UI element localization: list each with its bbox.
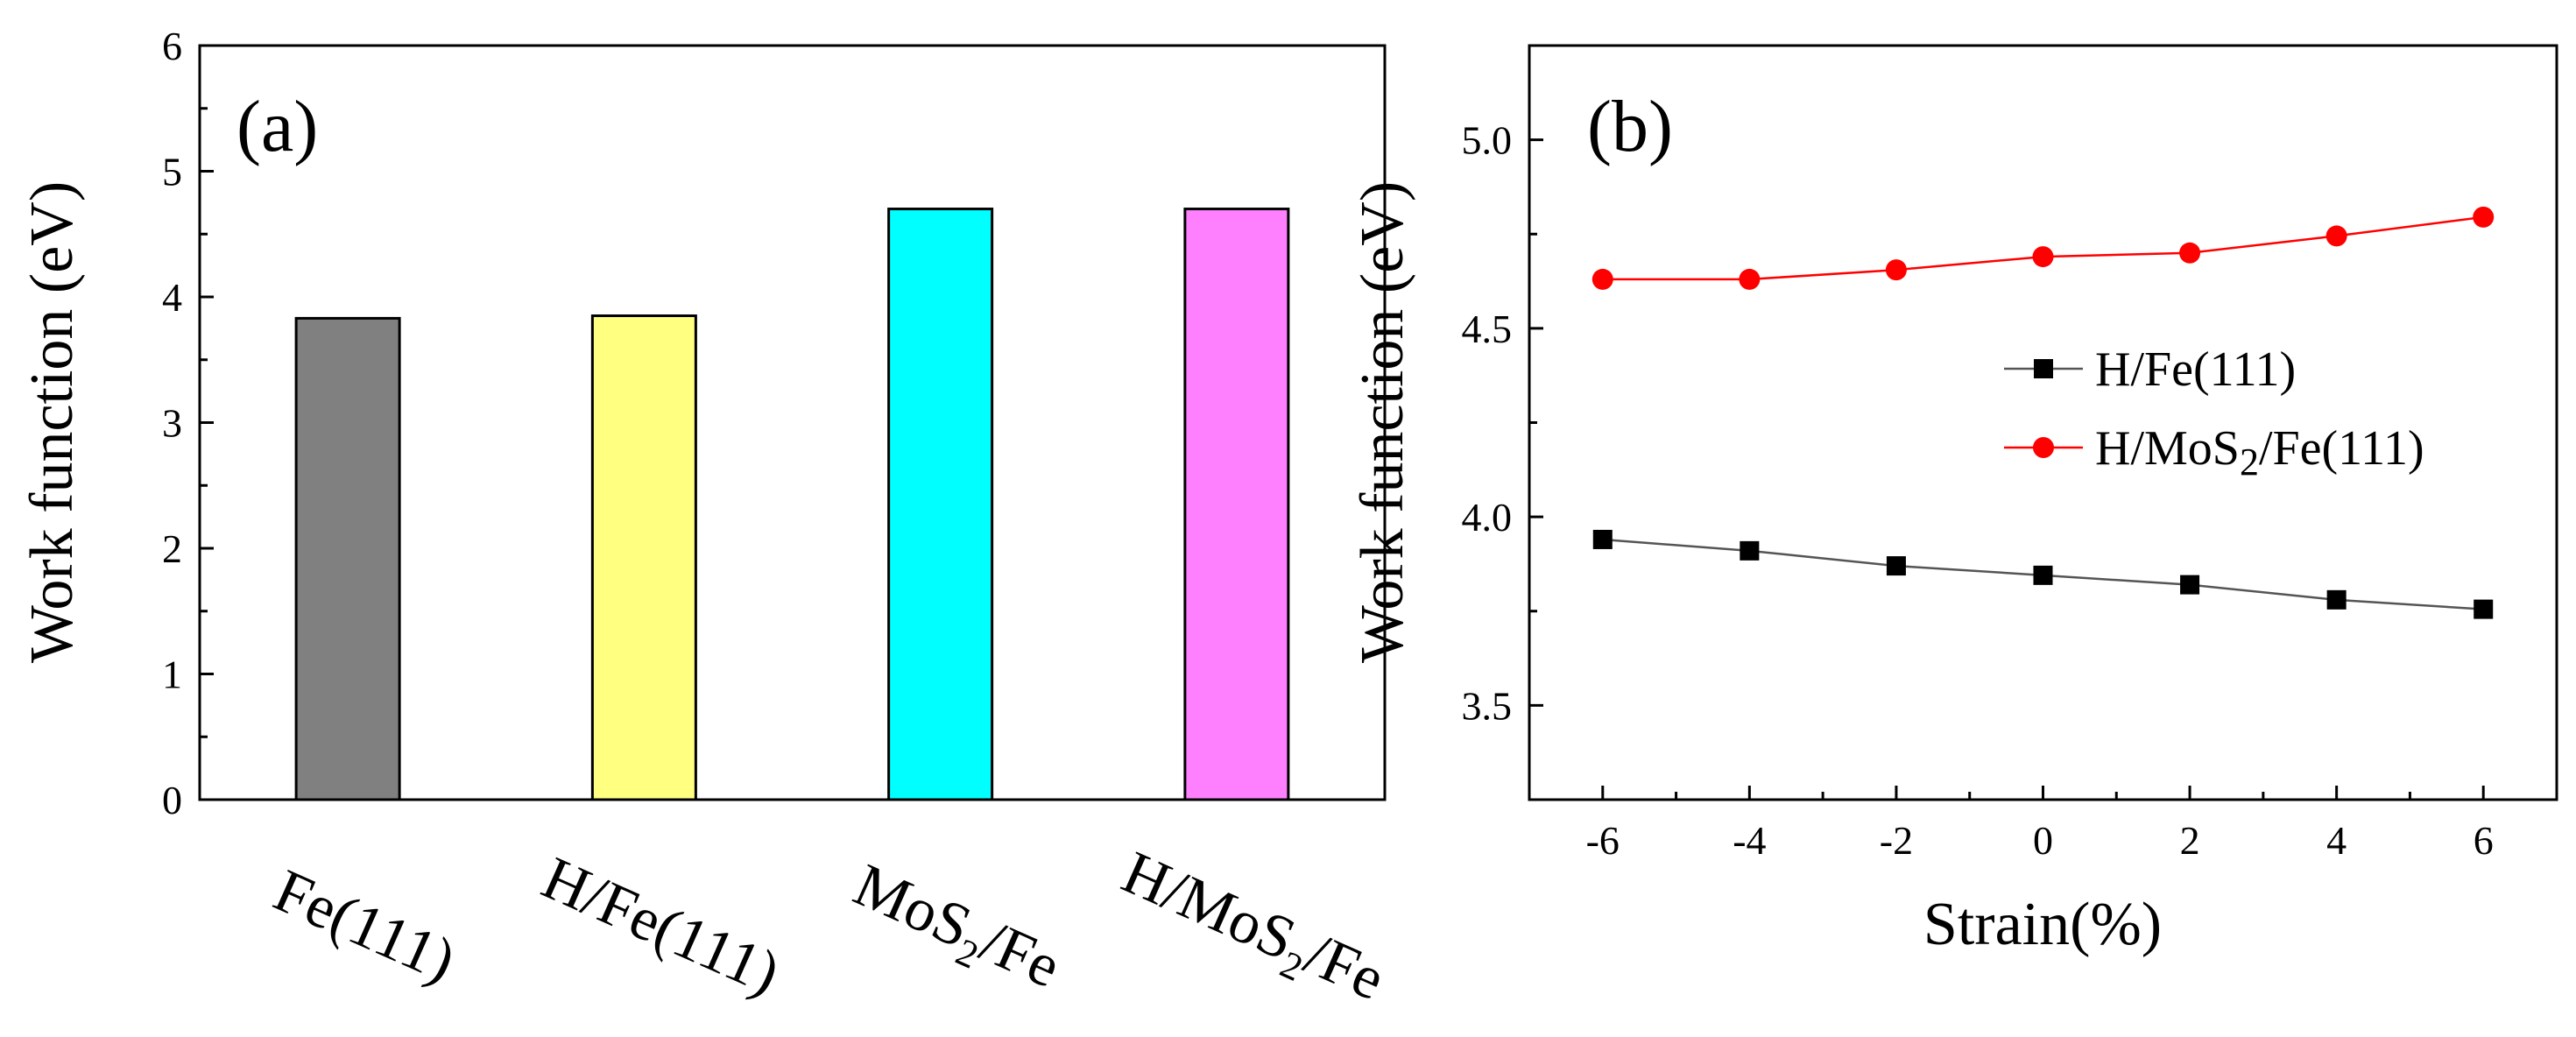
panel-a-category-label: H/MoS2/Fe [1109, 839, 1394, 1022]
bar [1183, 208, 1290, 801]
panel-b-x-tick-label: 6 [2474, 818, 2494, 863]
panel-a-y-tick-label: 0 [162, 778, 182, 822]
data-point [2326, 589, 2347, 610]
data-point [2325, 225, 2347, 247]
panel-a-category-label: H/Fe(111) [533, 844, 789, 1008]
data-point [2179, 242, 2201, 264]
panel-a-y-tick-label: 2 [162, 526, 182, 571]
legend-label: H/MoS2/Fe(111) [2095, 421, 2424, 483]
panel-b-x-tick-label: 0 [2033, 818, 2053, 863]
panel-b-x-tick-label: 2 [2180, 818, 2200, 863]
panel-b-y-tick-label: 4.0 [1462, 495, 1513, 540]
panel-b-x-axis-label: Strain(%) [1923, 891, 2162, 958]
data-point [1886, 556, 1906, 576]
panel-a-y-tick-label: 1 [162, 653, 182, 697]
panel-a-label: (a) [236, 86, 318, 167]
panel-b-x-tick-label: -6 [1586, 818, 1620, 863]
data-point [1739, 268, 1761, 290]
panel-a-y-axis-label: Work function (eV) [18, 181, 86, 663]
data-point [1592, 529, 1613, 549]
legend-marker [2034, 359, 2053, 378]
panel-b-y-tick-label: 3.5 [1462, 683, 1513, 728]
bar [294, 316, 401, 801]
panel-a-bar-chart: 0 1 2 3 4 5 6 Fe(111) H/Fe(111) MoS2/Fe H/MoS2/Fe… [18, 24, 1394, 1022]
data-point [2474, 599, 2494, 619]
panel-a-category-label: Fe(111) [265, 857, 465, 995]
panel-b-y-axis-label: Work function (eV) [1349, 181, 1416, 663]
panel-a-category-label: MoS2/Fe [841, 851, 1070, 1009]
bar [590, 314, 697, 801]
panel-b-y-tick-label: 5.0 [1462, 118, 1513, 163]
panel-a-y-tick-label: 4 [162, 275, 182, 320]
data-point [1591, 268, 1613, 290]
bar [887, 208, 994, 801]
legend-label: H/Fe(111) [2095, 342, 2296, 397]
data-point [1885, 259, 1907, 281]
panel-b-label: (b) [1587, 86, 1673, 167]
panel-b-x-tick-label: 4 [2326, 818, 2347, 863]
panel-a-y-tick-label: 6 [162, 24, 182, 68]
panel-b-x-tick-label: -2 [1880, 818, 1913, 863]
panel-b-x-tick-label: -4 [1733, 818, 1766, 863]
panel-b-line-chart: -6 -4 -2 0 2 4 6 3.5 4.0 4.5 5.0 H/Fe(111) H/MoS2/… [1349, 44, 2558, 958]
data-point [2033, 565, 2053, 585]
panel-a-y-tick-label: 3 [162, 401, 182, 446]
data-point [1740, 540, 1760, 561]
data-point [2032, 246, 2054, 268]
panel-b-y-tick-label: 4.5 [1462, 307, 1513, 351]
data-point [2473, 206, 2495, 228]
legend-marker [2033, 437, 2054, 458]
panel-a-y-tick-label: 5 [162, 150, 182, 194]
data-point [2180, 575, 2200, 595]
